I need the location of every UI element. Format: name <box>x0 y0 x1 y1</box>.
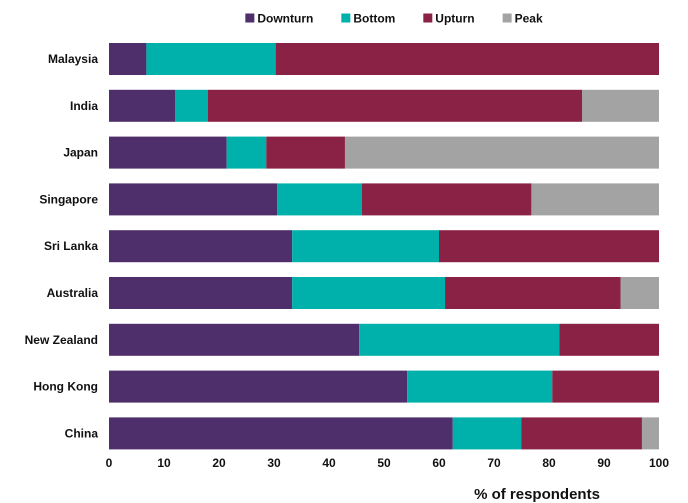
category-label: China <box>65 426 99 440</box>
legend-swatch-upturn <box>423 13 433 23</box>
category-label: Hong Kong <box>33 380 98 394</box>
bar-new-zealand-bottom <box>359 323 560 356</box>
legend: Downturn Bottom Upturn Peak <box>245 12 543 26</box>
bar-australia-peak <box>620 277 659 309</box>
bar-japan-downturn <box>109 136 227 169</box>
bar-hong-kong-upturn <box>552 370 659 403</box>
bar-sri-lanka-bottom <box>292 230 439 263</box>
x-axis-ticks: 0 10 20 30 40 50 60 70 80 90 100 <box>106 456 670 470</box>
bar-singapore-bottom <box>277 183 362 216</box>
bar-china-bottom <box>452 417 522 450</box>
bar-india-upturn <box>208 89 582 122</box>
legend-label-upturn: Upturn <box>435 12 474 26</box>
bar-new-zealand-upturn <box>559 323 659 356</box>
bar-japan-peak <box>344 136 659 169</box>
bar-china-peak <box>641 417 659 450</box>
bar-australia-upturn <box>445 277 621 309</box>
bar-sri-lanka-downturn <box>109 230 293 263</box>
bar-singapore-downturn <box>109 183 278 216</box>
bar-hong-kong-bottom <box>407 370 553 403</box>
category-label: Japan <box>63 146 98 160</box>
bar-china-upturn <box>521 417 642 450</box>
category-label: Sri Lanka <box>44 239 98 253</box>
bar-japan-upturn <box>266 136 345 169</box>
legend-swatch-bottom <box>341 13 351 23</box>
bar-sri-lanka-upturn <box>439 230 659 263</box>
bar-new-zealand-downturn <box>109 323 360 356</box>
category-label: New Zealand <box>25 333 98 347</box>
x-tick-label: 60 <box>432 456 446 470</box>
bar-singapore-upturn <box>362 183 532 216</box>
category-label: Malaysia <box>48 52 98 66</box>
x-tick-label: 10 <box>157 456 171 470</box>
bar-japan-bottom <box>226 136 267 169</box>
x-tick-label: 90 <box>597 456 611 470</box>
bar-australia-downturn <box>109 277 293 309</box>
x-tick-label: 30 <box>267 456 281 470</box>
bar-malaysia-upturn <box>275 43 659 75</box>
legend-label-bottom: Bottom <box>353 12 395 26</box>
bar-malaysia-bottom <box>146 43 276 75</box>
legend-label-peak: Peak <box>515 12 543 26</box>
x-tick-label: 0 <box>106 456 113 470</box>
x-tick-label: 80 <box>542 456 556 470</box>
bar-hong-kong-downturn <box>109 370 408 403</box>
bars <box>109 43 659 450</box>
category-labels: Malaysia India Japan Singapore Sri Lanka Aust… <box>25 52 99 440</box>
legend-swatch-downturn <box>245 13 255 23</box>
bar-singapore-peak <box>531 183 659 216</box>
category-label: Australia <box>47 286 99 300</box>
category-label: India <box>70 99 98 113</box>
category-label: Singapore <box>39 192 98 206</box>
legend-label-downturn: Downturn <box>257 12 313 26</box>
x-tick-label: 50 <box>377 456 391 470</box>
bar-malaysia-downturn <box>109 43 147 75</box>
bar-india-downturn <box>109 89 175 122</box>
x-tick-label: 70 <box>487 456 501 470</box>
x-tick-label: 100 <box>649 456 669 470</box>
bar-china-downturn <box>109 417 453 450</box>
legend-swatch-peak <box>502 13 512 23</box>
x-tick-label: 20 <box>212 456 226 470</box>
x-tick-label: 40 <box>322 456 336 470</box>
bar-india-bottom <box>175 89 208 122</box>
bar-australia-bottom <box>292 277 446 309</box>
bar-india-peak <box>582 89 659 122</box>
x-axis-title: % of respondents <box>474 486 600 503</box>
